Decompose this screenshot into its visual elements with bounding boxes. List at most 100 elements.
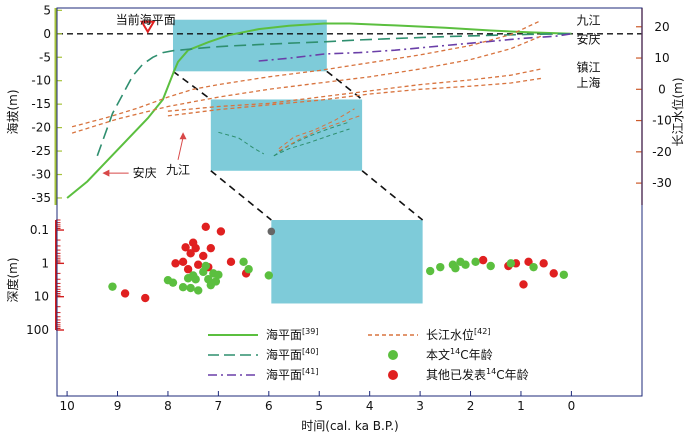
- x-tick-label: 9: [114, 399, 122, 413]
- published-14c-point: [191, 243, 200, 253]
- this-study-14c-point: [559, 270, 569, 279]
- connector-2: [210, 170, 272, 221]
- left-y-tick-label: -30: [31, 168, 51, 182]
- depth-tick-label: 10: [34, 290, 49, 304]
- connector-0: [172, 70, 212, 101]
- legend-label: 长江水位[42]: [426, 327, 490, 342]
- this-study-14c-point: [211, 277, 221, 286]
- station-label: 上海: [576, 75, 600, 90]
- this-study-14c-point: [108, 282, 117, 291]
- legend-label: 海平面[41]: [266, 367, 318, 382]
- x-tick-label: 8: [164, 399, 172, 413]
- left-y-axis-label: 海拔(m): [5, 89, 20, 134]
- depth-tick-label: 0.1: [30, 223, 49, 237]
- yangtze-line-4: [167, 77, 542, 117]
- zoom-orange-line-4: [278, 108, 355, 150]
- published-14c-point: [206, 243, 216, 253]
- legend-label: 本文14C年龄: [426, 347, 493, 362]
- box-main: [172, 19, 327, 72]
- label-arrow: [177, 137, 184, 160]
- yangtze-line-1: [71, 19, 542, 128]
- plot-frame: [56, 7, 643, 397]
- this-study-14c-point: [178, 283, 188, 292]
- x-axis-label: 时间(cal. ka B.P.): [301, 419, 398, 433]
- this-study-14c-point: [471, 257, 480, 267]
- zoom-orange-line-1: [273, 128, 350, 157]
- legend-marker: [388, 350, 398, 360]
- station-label: 安庆: [576, 31, 600, 46]
- this-study-14c-point: [506, 259, 516, 268]
- this-study-14c-point: [186, 283, 195, 293]
- published-14c-point: [201, 222, 210, 232]
- this-study-14c-point: [436, 262, 445, 272]
- left-y-tick-label: -5: [39, 50, 51, 64]
- x-tick-label: 6: [265, 399, 273, 413]
- this-study-14c-point: [191, 275, 200, 284]
- x-tick-label: 10: [59, 399, 74, 413]
- legend-label: 海平面[40]: [266, 347, 318, 362]
- label-arrowhead: [102, 169, 110, 177]
- legend-label: 其他已发表14C年龄: [426, 367, 529, 382]
- x-tick-label: 0: [568, 399, 576, 413]
- this-study-14c-point: [194, 286, 203, 295]
- this-study-14c-point: [239, 257, 248, 267]
- x-tick-label: 3: [416, 399, 424, 413]
- this-study-14c-point: [451, 264, 460, 273]
- published-14c-point: [539, 259, 548, 268]
- current-sea-level-marker: [140, 20, 156, 34]
- published-14c-point: [186, 249, 195, 258]
- published-14c-point: [178, 257, 188, 267]
- right-y-tick-label: -20: [652, 145, 672, 159]
- box-zoom-1: [210, 99, 363, 171]
- yangtze-line-3: [167, 68, 542, 112]
- right-y-tick-label: 20: [654, 20, 669, 34]
- this-study-14c-point: [461, 260, 470, 269]
- current-sea-level-label: 当前海平面: [116, 12, 176, 27]
- x-tick-label: 1: [517, 399, 525, 413]
- zoom-orange-line-3: [278, 115, 360, 152]
- this-study-14c-point: [201, 261, 210, 271]
- station-left-label: 九江: [166, 163, 190, 177]
- left-y-tick-label: -25: [31, 144, 51, 158]
- published-14c-point: [478, 255, 488, 265]
- left-y-tick-label: -35: [31, 191, 51, 205]
- yangtze-line-2: [71, 35, 542, 134]
- legend-marker: [388, 370, 398, 380]
- this-study-14c-point: [486, 261, 495, 271]
- depth-tick-label: 1: [41, 256, 49, 270]
- left-y-tick-label: 0: [43, 27, 51, 41]
- x-tick-label: 4: [366, 399, 374, 413]
- x-tick-label: 7: [215, 399, 223, 413]
- this-study-14c-point: [244, 265, 253, 274]
- connector-3: [361, 170, 424, 221]
- right-y-tick-label: -30: [652, 176, 672, 190]
- x-tick-label: 5: [315, 399, 323, 413]
- right-y-tick-label: -10: [652, 114, 672, 128]
- published-14c-point: [226, 257, 236, 267]
- station-label: 镇江: [576, 60, 600, 74]
- published-14c-point: [519, 280, 528, 289]
- right-y-axis-label: 长江水位(m): [670, 77, 685, 146]
- left-y-tick-label: 5: [43, 3, 51, 17]
- sea-level-line-1: [66, 22, 572, 199]
- published-14c-point: [183, 265, 193, 274]
- legend-label: 海平面[39]: [266, 327, 318, 342]
- zoom-green-line: [218, 131, 265, 155]
- highlight-point: [267, 227, 276, 236]
- x-tick-label: 2: [467, 399, 475, 413]
- label-arrowhead: [179, 132, 187, 140]
- left-y-tick-label: -10: [31, 74, 51, 88]
- depth-axis-label: 深度(m): [5, 257, 20, 302]
- depth-tick-label: 100: [26, 323, 49, 337]
- published-14c-point: [549, 269, 558, 278]
- published-14c-point: [141, 293, 150, 303]
- left-y-tick-label: -15: [31, 97, 51, 111]
- published-14c-point: [524, 257, 533, 267]
- right-y-tick-label: 0: [658, 82, 666, 96]
- station-left-label: 安庆: [133, 165, 157, 180]
- station-label: 九江: [576, 14, 600, 28]
- published-14c-point: [181, 243, 190, 252]
- right-y-tick-label: 10: [654, 51, 669, 65]
